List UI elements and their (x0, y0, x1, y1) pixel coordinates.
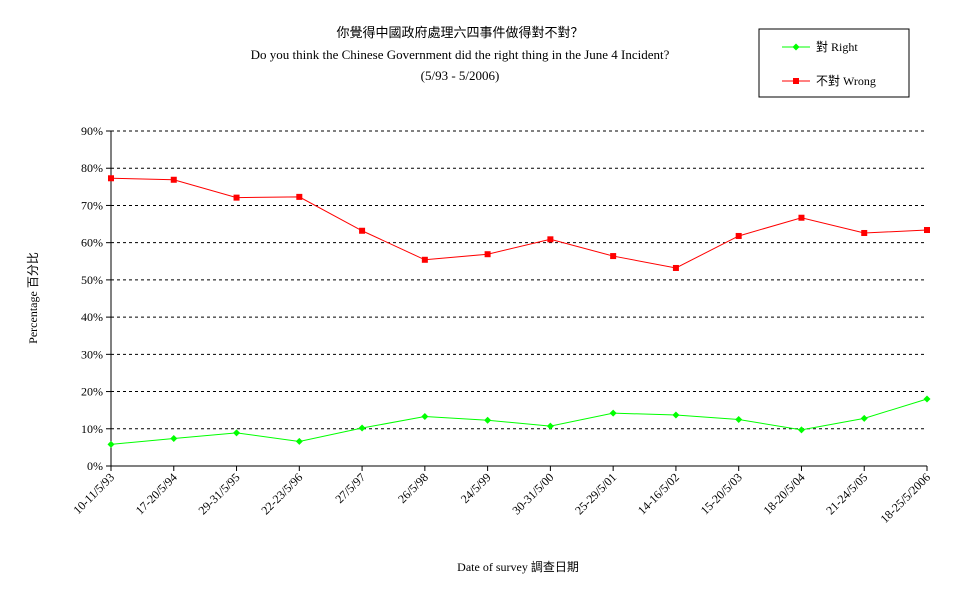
data-point-right (295, 437, 303, 445)
x-tick-label: 26/5/98 (395, 470, 431, 506)
data-point-wrong (421, 256, 428, 263)
series-group (107, 175, 931, 448)
y-tick-label: 30% (81, 347, 103, 361)
x-tick-label: 29-31/5/95 (196, 470, 243, 517)
data-point-wrong (672, 264, 679, 271)
data-point-wrong (610, 253, 617, 260)
data-point-wrong (798, 214, 805, 221)
legend-marker-wrong (793, 78, 799, 84)
data-point-wrong (108, 175, 114, 182)
data-point-right (546, 422, 554, 430)
legend-box (758, 28, 910, 98)
data-point-right (233, 429, 241, 437)
data-point-wrong (170, 176, 177, 183)
data-point-wrong (296, 193, 303, 200)
y-tick-label: 70% (81, 198, 103, 212)
data-point-right (107, 440, 115, 448)
y-tick-label: 0% (87, 459, 103, 473)
legend-label-right: 對 Right (816, 40, 858, 54)
y-tick-label: 40% (81, 310, 103, 324)
data-point-wrong (359, 227, 366, 234)
x-tick-label: 10-11/5/93 (70, 470, 117, 517)
x-tick-label: 30-31/5/00 (509, 470, 556, 517)
x-tick-label: 17-20/5/94 (133, 470, 180, 517)
x-tick-label: 21-24/5/05 (823, 470, 870, 517)
data-point-right (735, 415, 743, 423)
chart-subtitle: Do you think the Chinese Government did … (251, 47, 670, 62)
data-point-wrong (924, 227, 930, 234)
y-tick-label: 80% (81, 161, 103, 175)
data-point-right (923, 395, 931, 403)
data-point-right (797, 426, 805, 434)
data-point-right (609, 409, 617, 417)
x-tick-label: 27/5/97 (332, 470, 368, 506)
legend-label-wrong: 不對 Wrong (816, 74, 876, 88)
x-tick-label: 24/5/99 (458, 470, 494, 506)
axes (106, 130, 928, 471)
x-tick-label: 22-23/5/96 (258, 470, 305, 517)
chart-title: 你覺得中國政府處理六四事件做得對不對？ (336, 25, 583, 40)
y-tick-labels: 0% 10% 20% 30% 40% 50% 60% 70% 80% 90% (81, 124, 103, 473)
data-point-wrong (484, 251, 491, 258)
x-tick-label: 25-29/5/01 (572, 470, 619, 517)
gridlines (111, 130, 927, 430)
x-axis-title: Date of survey 調查日期 (457, 560, 579, 574)
data-point-right (672, 411, 680, 419)
y-axis-title: Percentage 百分比 (26, 252, 40, 344)
x-tick-label: 18-25/5/2006 (877, 470, 933, 526)
data-point-right (358, 424, 366, 432)
data-point-wrong (547, 236, 554, 243)
chart-period: (5/93 - 5/2006) (421, 68, 500, 83)
y-tick-label: 20% (81, 385, 103, 399)
series-line-wrong (110, 177, 928, 269)
series-line-right (110, 398, 928, 445)
data-point-wrong (233, 194, 240, 201)
y-tick-label: 10% (81, 422, 103, 436)
x-tick-labels: 10-11/5/93 17-20/5/94 29-31/5/95 22-23/5/96… (70, 470, 933, 526)
data-point-right (860, 414, 868, 422)
y-tick-label: 60% (81, 236, 103, 250)
x-tick-label: 14-16/5/02 (635, 470, 682, 517)
data-point-wrong (735, 232, 742, 239)
data-point-right (484, 416, 492, 424)
data-point-right (170, 434, 178, 442)
y-tick-label: 90% (81, 124, 103, 138)
data-point-right (421, 412, 429, 420)
legend-marker-right (792, 43, 800, 51)
y-tick-label: 50% (81, 273, 103, 287)
x-tick-label: 18-20/5/04 (760, 470, 807, 517)
data-point-wrong (861, 229, 868, 236)
legend: 對 Right 不對 Wrong (758, 28, 910, 98)
x-tick-label: 15-20/5/03 (698, 470, 745, 517)
